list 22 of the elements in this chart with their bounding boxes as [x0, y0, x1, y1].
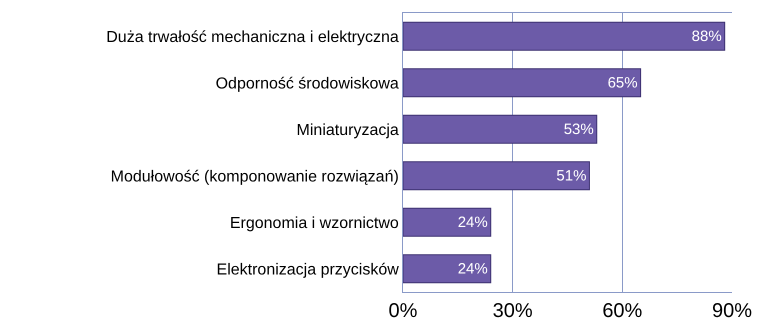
data-label: 51% [556, 167, 586, 184]
bar [403, 254, 492, 284]
x-tick-label: 60% [602, 300, 643, 322]
y-tick-label: Modułowość (komponowanie rozwiązań) [110, 168, 399, 186]
x-tick-label: 30% [492, 300, 533, 322]
bar [403, 22, 726, 51]
bar [403, 208, 492, 237]
bar [403, 114, 598, 144]
x-tick-label: 0% [388, 300, 418, 322]
y-tick-label: Elektronizacja przycisków [216, 261, 400, 278]
y-tick-label: Miniaturyzacja [296, 122, 399, 139]
bar [403, 161, 590, 190]
bar [403, 68, 642, 98]
data-label: 24% [458, 260, 488, 278]
y-tick-label: Odporność środowiskowa [216, 75, 399, 92]
data-label: 88% [692, 28, 722, 45]
data-label: 24% [458, 214, 488, 231]
data-label: 53% [564, 120, 594, 138]
data-label: 65% [608, 74, 638, 92]
x-tick-label: 90% [712, 300, 752, 322]
y-tick-label: Ergonomia i wzornictwo [230, 214, 399, 232]
y-tick-label: Duża trwałość mechaniczna i elektryczna [106, 28, 399, 46]
